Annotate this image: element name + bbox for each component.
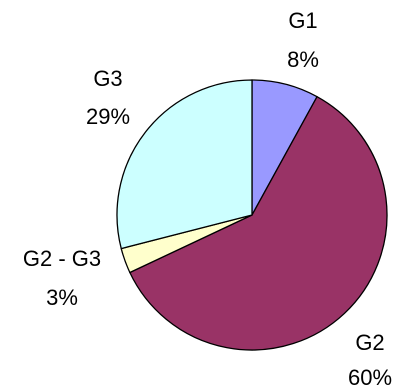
pie-slices: [116, 79, 388, 351]
slice-label-g2-g3-name: G2 - G3: [23, 246, 101, 271]
slice-label-g3-percent: 29%: [86, 104, 130, 129]
slice-label-g1-percent: 8%: [287, 47, 319, 72]
pie-labels: G1 8% G2 60% G2 - G3 3% G3 29%: [23, 8, 392, 389]
pie-slice-g2: [128, 95, 388, 351]
slice-label-g2-name: G2: [355, 330, 384, 355]
slice-label-g1-name: G1: [288, 8, 317, 33]
slice-label-g3-name: G3: [93, 66, 122, 91]
pie-slice-g3: [116, 79, 253, 250]
slice-label-g2-percent: 60%: [348, 365, 392, 389]
slice-label-g2-g3-percent: 3%: [46, 285, 78, 310]
